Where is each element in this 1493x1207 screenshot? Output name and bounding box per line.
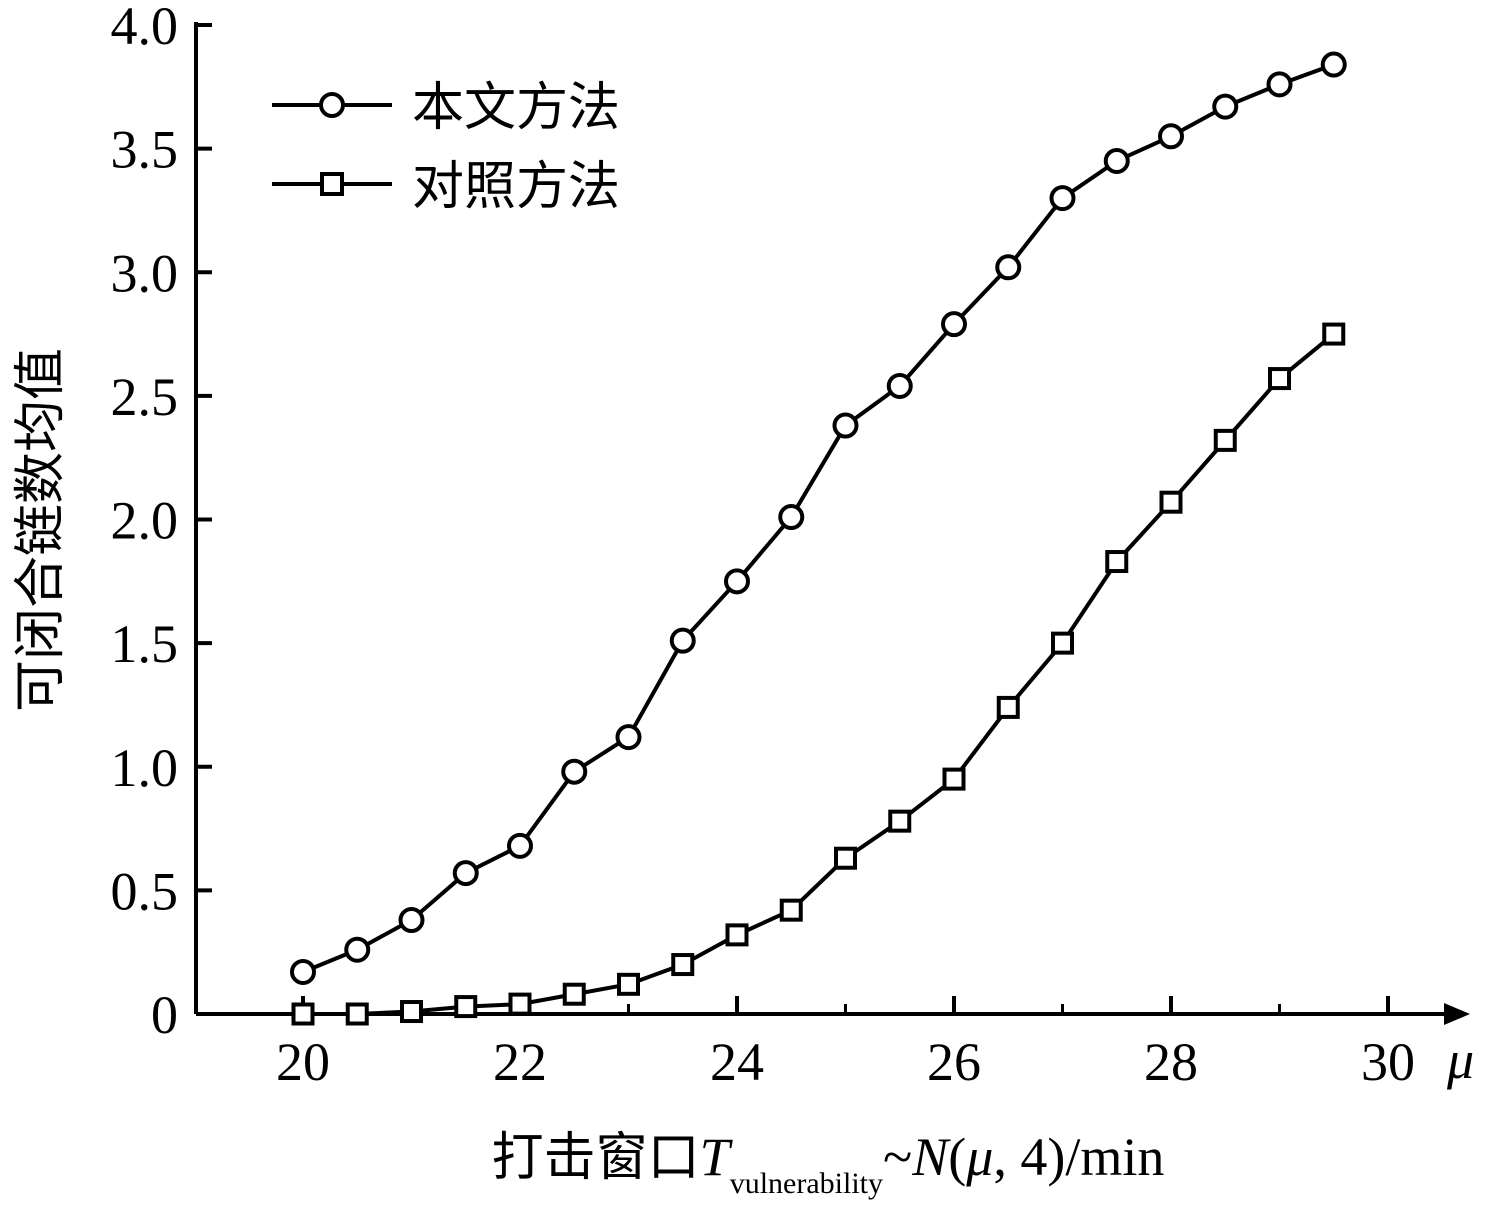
data-point-series-1: [452, 860, 479, 887]
x-axis-label-prefix: 打击窗口: [492, 1128, 700, 1188]
data-point-series-1: [941, 311, 967, 338]
y-tick-label: 3.5: [111, 120, 179, 180]
legend-marker-series-2: [320, 172, 344, 196]
data-point-series-1: [290, 958, 316, 985]
series-line-2: [303, 332, 1336, 1016]
axes: 0 0.5 1.0 1.5 2.0 2.5 3.0 3.5 4.0 20 22 24 26 28 30: [111, 0, 1470, 1092]
data-point-series-1: [1266, 71, 1293, 98]
x-axis-label-open: (: [948, 1127, 966, 1187]
x-tick-label: 30: [1361, 1032, 1415, 1092]
y-tick-label: 1.5: [111, 614, 179, 674]
data-point-series-2: [671, 953, 695, 977]
y-tick-label: 2.0: [111, 491, 179, 551]
x-axis-arrow: [1444, 1003, 1470, 1025]
x-axis-label-rest: , 4)/min: [993, 1127, 1164, 1187]
legend-marker-series-1: [319, 92, 345, 118]
x-tick-label: 22: [493, 1032, 547, 1092]
data-point-series-2: [1268, 367, 1291, 391]
data-point-series-2: [1051, 631, 1074, 655]
data-point-series-2: [725, 923, 749, 947]
data-point-series-1: [832, 412, 859, 439]
data-point-series-2: [1159, 490, 1183, 514]
legend-label-series-1: 本文方法: [412, 78, 620, 138]
data-point-series-1: [778, 504, 805, 531]
legend-label-series-2: 对照方法: [412, 157, 620, 217]
data-point-series-2: [942, 767, 966, 791]
x-axis-label-T: T: [700, 1127, 734, 1187]
data-point-series-1: [398, 907, 425, 934]
data-point-series-2: [617, 972, 640, 996]
y-tick-label: 0: [151, 985, 178, 1045]
data-point-series-1: [1212, 93, 1239, 120]
x-tick-label: 26: [927, 1032, 981, 1092]
data-point-series-2: [888, 809, 912, 833]
plot-area: [290, 51, 1347, 1026]
data-point-series-2: [1105, 550, 1129, 574]
data-point-series-1: [995, 254, 1022, 281]
x-axis-label-tilde: ~: [883, 1127, 912, 1187]
data-point-series-1: [507, 832, 533, 859]
data-point-series-1: [561, 758, 588, 785]
data-point-series-2: [291, 1002, 315, 1026]
data-point-series-1: [1320, 51, 1347, 78]
y-tick-label: 0.5: [111, 861, 179, 921]
y-tick-label: 4.0: [111, 0, 179, 56]
data-point-series-1: [886, 372, 913, 399]
data-point-series-1: [1049, 185, 1076, 212]
data-point-series-2: [1322, 322, 1346, 346]
data-point-series-2: [562, 982, 586, 1006]
data-point-series-1: [1103, 147, 1130, 174]
x-tick-label: 28: [1144, 1032, 1198, 1092]
x-axis-label-subscript: vulnerability: [730, 1167, 883, 1200]
data-point-series-2: [400, 1000, 423, 1024]
x-axis-symbol: μ: [1446, 1030, 1474, 1090]
legend: 本文方法 对照方法: [272, 78, 620, 217]
data-point-series-1: [615, 724, 642, 751]
data-point-series-1: [724, 568, 750, 595]
y-axis-label: 可闭合链数均值: [11, 348, 71, 712]
data-point-series-1: [344, 936, 371, 963]
x-axis-label-N: N: [911, 1127, 951, 1187]
y-tick-label: 1.0: [111, 738, 179, 798]
x-tick-label: 24: [710, 1032, 764, 1092]
data-point-series-2: [996, 695, 1020, 719]
data-point-series-2: [345, 1002, 369, 1026]
data-point-series-2: [508, 992, 532, 1016]
y-tick-label: 3.0: [111, 243, 179, 303]
data-point-series-2: [779, 898, 803, 922]
data-point-series-2: [834, 846, 857, 870]
x-tick-label: 20: [276, 1032, 330, 1092]
data-point-series-2: [454, 995, 478, 1019]
data-point-series-1: [1158, 123, 1184, 150]
x-axis-label: 打击窗口Tvulnerability~N(μ, 4)/min: [492, 1127, 1165, 1200]
y-tick-label: 2.5: [111, 367, 179, 427]
x-axis-label-mu: μ: [965, 1127, 993, 1187]
data-point-series-1: [669, 627, 696, 654]
data-point-series-2: [1213, 428, 1237, 452]
